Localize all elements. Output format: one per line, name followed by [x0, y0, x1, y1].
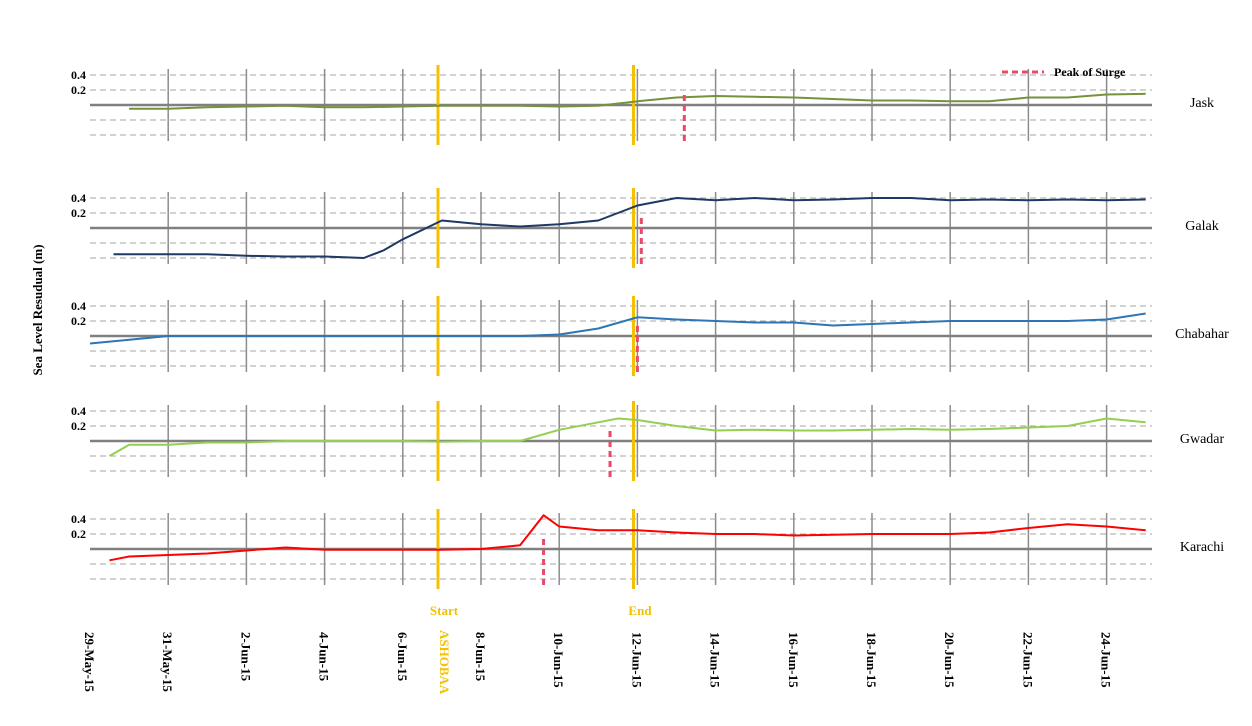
series-layer	[89, 92, 1146, 562]
event-end-label: End	[628, 603, 652, 618]
y-tick-label: 0.4	[71, 512, 86, 526]
series-line-karachi	[109, 514, 1146, 562]
station-label-galak: Galak	[1185, 219, 1218, 234]
station-label-gwadar: Gwadar	[1180, 432, 1225, 447]
event-name-label: ASHOBAA	[437, 630, 452, 695]
y-tick-label: 0.2	[71, 83, 86, 97]
y-tick-label: 0.2	[71, 419, 86, 433]
station-label-jask: Jask	[1190, 96, 1214, 111]
x-tick-label: 29-May-15	[82, 632, 97, 692]
y-tick-label: 0.4	[71, 404, 86, 418]
x-tick-label: 12-Jun-15	[629, 632, 644, 688]
y-tick-label: 0.2	[71, 314, 86, 328]
station-label-karachi: Karachi	[1180, 540, 1224, 555]
y-tick-label: 0.2	[71, 206, 86, 220]
x-tick-label: 2-Jun-15	[238, 632, 253, 682]
series-line-chabahar	[89, 312, 1146, 345]
x-tick-label: 31-May-15	[160, 632, 175, 692]
x-tick-label: 10-Jun-15	[551, 632, 566, 688]
y-tick-label: 0.4	[71, 191, 86, 205]
station-label-chabahar: Chabahar	[1175, 327, 1229, 342]
y-axis-label: Sea Level Resudual (m)	[30, 244, 45, 375]
peak-layer	[542, 95, 686, 587]
x-tick-label: 20-Jun-15	[942, 632, 957, 688]
y-tick-label: 0.4	[71, 68, 86, 82]
legend-peak-label: Peak of Surge	[1054, 65, 1126, 79]
legend: Peak of Surge	[1002, 65, 1126, 79]
x-tick-label: 14-Jun-15	[708, 632, 723, 688]
series-line-jask	[129, 92, 1146, 110]
x-tick-label: 18-Jun-15	[864, 632, 879, 688]
x-tick-label: 16-Jun-15	[786, 632, 801, 688]
event-start-label: Start	[430, 603, 459, 618]
x-tick-label: 24-Jun-15	[1099, 632, 1114, 688]
x-tick-label: 6-Jun-15	[395, 632, 410, 682]
x-tick-label: 4-Jun-15	[317, 632, 332, 682]
series-line-gwadar	[109, 417, 1146, 457]
x-tick-label: 22-Jun-15	[1020, 632, 1035, 688]
y-tick-label: 0.2	[71, 527, 86, 541]
y-tick-label: 0.4	[71, 299, 86, 313]
label-layer: 0.40.2Jask0.40.2Galak0.40.2Chabahar0.40.…	[71, 68, 1229, 692]
x-tick-label: 8-Jun-15	[473, 632, 488, 682]
series-line-galak	[113, 197, 1146, 259]
grid-layer	[90, 69, 1152, 585]
